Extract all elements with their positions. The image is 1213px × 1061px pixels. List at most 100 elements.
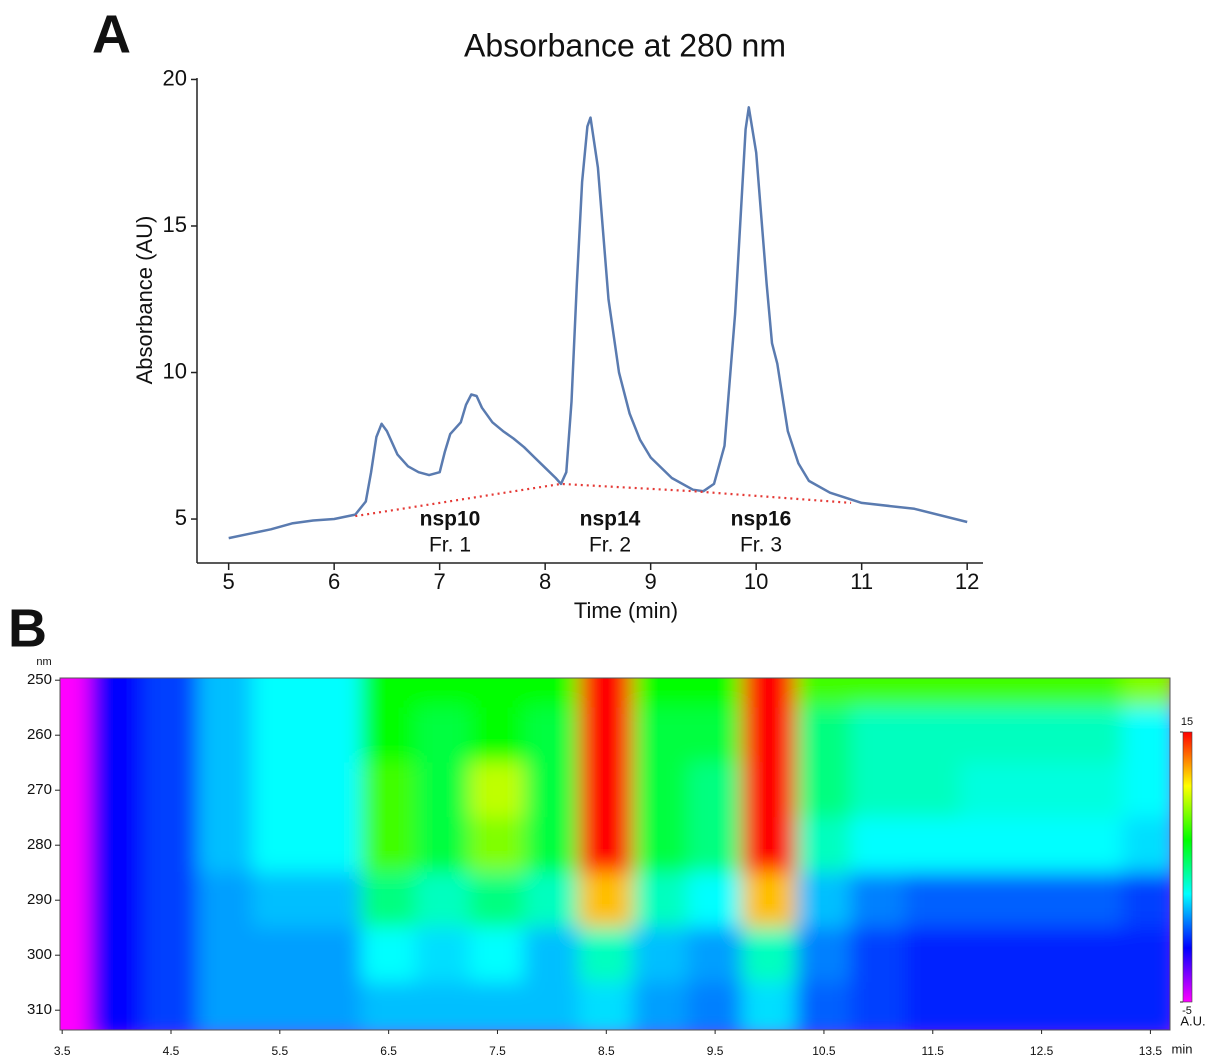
heatmap-cell	[524, 678, 580, 709]
x-tick-label: 9.5	[707, 1044, 724, 1058]
heatmap-cell	[252, 817, 308, 874]
heatmap-cell	[578, 762, 634, 819]
heatmap-cell	[578, 872, 634, 929]
heatmap-cell	[524, 707, 580, 764]
x-tick-label: 13.5	[1139, 1044, 1163, 1058]
heatmap-cell	[360, 872, 417, 929]
heatmap-cell	[578, 678, 634, 709]
heatmap-cell	[360, 927, 417, 984]
x-tick-label: 12.5	[1030, 1044, 1054, 1058]
heatmap-cell	[415, 707, 471, 764]
heatmap-cell	[415, 927, 471, 984]
x-tick-label: 12	[955, 569, 979, 594]
heatmap-cell	[850, 817, 907, 874]
heatmap-cell	[360, 982, 417, 1030]
x-tick-label: 8.5	[598, 1044, 615, 1058]
heatmap-cell	[60, 927, 90, 984]
heatmap-cell	[905, 817, 961, 874]
heatmap-cell	[415, 872, 471, 929]
heatmap-cell	[524, 982, 580, 1030]
heatmap-cell	[1068, 678, 1124, 709]
heatmap-cell	[469, 817, 526, 874]
y-tick-label: 290	[27, 891, 52, 908]
heatmap-cell	[1122, 927, 1170, 984]
heatmap-cell	[143, 982, 199, 1030]
heatmap-cell	[143, 872, 199, 929]
x-tick-label: 7.5	[489, 1044, 506, 1058]
heatmap-cell	[143, 707, 199, 764]
heatmap-cell	[796, 762, 852, 819]
peak-name: nsp16	[731, 508, 792, 531]
heatmap-cell	[197, 762, 254, 819]
heatmap-clip	[60, 678, 1170, 1030]
heatmap-cell	[1122, 872, 1170, 929]
heatmap-cell	[360, 707, 417, 764]
heatmap-cell	[252, 927, 308, 984]
x-tick-label: 8	[539, 569, 551, 594]
heatmap-cell	[469, 707, 526, 764]
heatmap-cell	[905, 678, 961, 709]
heatmap-cell	[578, 927, 634, 984]
x-tick-label: 11.5	[922, 1044, 945, 1058]
heatmap-cell	[60, 872, 90, 929]
heatmap-cell	[1068, 982, 1124, 1030]
y-tick-label: 5	[175, 505, 187, 530]
heatmap-cell	[850, 678, 907, 709]
heatmap-cell	[469, 678, 526, 709]
heatmap-cell	[1013, 872, 1070, 929]
heatmap-cell	[1013, 982, 1070, 1030]
y-axis-title: Absorbance (AU)	[132, 216, 157, 385]
heatmap-cell	[252, 678, 308, 709]
peak-name: nsp10	[420, 508, 481, 531]
heatmap-cell	[143, 678, 199, 709]
heatmap-cell	[633, 762, 689, 819]
heatmap-cell	[687, 762, 743, 819]
heatmap-cell	[741, 817, 798, 874]
x-tick-label: 5	[223, 569, 235, 594]
heatmap-cell	[306, 707, 362, 764]
heatmap-cell	[469, 872, 526, 929]
colorbar-tick-label: -5	[1182, 1005, 1192, 1017]
heatmap-cell	[88, 817, 145, 874]
heatmap-cell	[306, 982, 362, 1030]
heatmap-cell	[88, 872, 145, 929]
heatmap-cell	[633, 927, 689, 984]
y-tick-label: 280	[27, 836, 52, 853]
heatmap-cell	[197, 982, 254, 1030]
heatmap-cell	[252, 982, 308, 1030]
heatmap-cell	[796, 678, 852, 709]
heatmap-cell	[88, 927, 145, 984]
colorbar-tick-label: 15	[1181, 716, 1193, 728]
plot-frame	[59, 677, 1171, 1031]
heatmap-cell	[1068, 762, 1124, 819]
heatmap-cell	[741, 982, 798, 1030]
heatmap-cell	[850, 982, 907, 1030]
heatmap-cell	[633, 707, 689, 764]
heatmap-cell	[796, 707, 852, 764]
heatmap-cell	[524, 927, 580, 984]
heatmap-cell	[1068, 927, 1124, 984]
y-tick-label: 310	[27, 1001, 52, 1018]
heatmap-cell	[415, 762, 471, 819]
heatmap-cell	[60, 707, 90, 764]
heatmap-cell	[143, 817, 199, 874]
x-tick-label: 3.5	[54, 1044, 71, 1058]
panel-label: B	[8, 598, 47, 658]
colorbar-label: A.U.	[1180, 1013, 1205, 1028]
heatmap-cell	[959, 678, 1015, 709]
heatmap-cell	[959, 872, 1015, 929]
heatmap-cell	[741, 707, 798, 764]
heatmap-cell	[1122, 707, 1170, 764]
heatmap-cell	[687, 707, 743, 764]
heatmap-cell	[306, 927, 362, 984]
x-tick-label: 7	[434, 569, 446, 594]
heatmap-cell	[578, 982, 634, 1030]
heatmap-cell	[633, 872, 689, 929]
heatmap-cell	[306, 872, 362, 929]
heatmap-cell	[578, 707, 634, 764]
heatmap-cell	[306, 678, 362, 709]
heatmap-cell	[415, 817, 471, 874]
heatmap-cell	[1068, 872, 1124, 929]
heatmap-cell	[905, 872, 961, 929]
